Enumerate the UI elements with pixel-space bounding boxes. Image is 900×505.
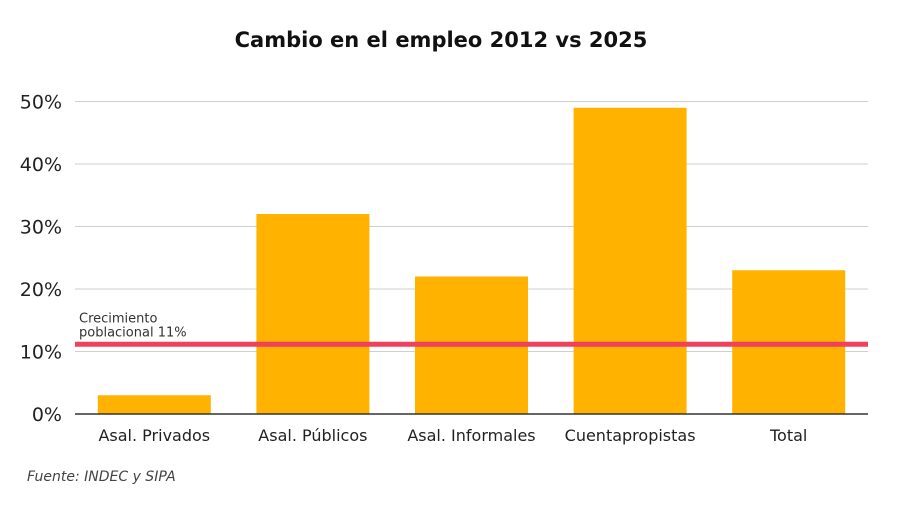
x-tick-label: Asal. Informales [407, 426, 535, 445]
bar [97, 395, 211, 414]
y-tick-label: 20% [20, 279, 62, 301]
y-tick-label: 10% [20, 342, 62, 364]
chart-title: Cambio en el empleo 2012 vs 2025 [235, 28, 648, 52]
x-tick-label: Cuentapropistas [565, 426, 696, 445]
x-tick-label: Asal. Privados [98, 426, 210, 445]
y-tick-label: 40% [20, 154, 62, 176]
reference-label-line2: poblacional 11% [79, 325, 187, 340]
bar [256, 214, 370, 414]
y-tick-label: 50% [20, 92, 62, 114]
x-tick-label: Asal. Públicos [258, 426, 367, 445]
source-note: Fuente: INDEC y SIPA [27, 469, 176, 485]
bar [573, 107, 687, 414]
x-tick-label: Total [769, 426, 807, 445]
y-tick-label: 30% [20, 217, 62, 239]
y-tick-label: 0% [32, 404, 62, 426]
reference-label-line1: Crecimiento [79, 311, 158, 326]
